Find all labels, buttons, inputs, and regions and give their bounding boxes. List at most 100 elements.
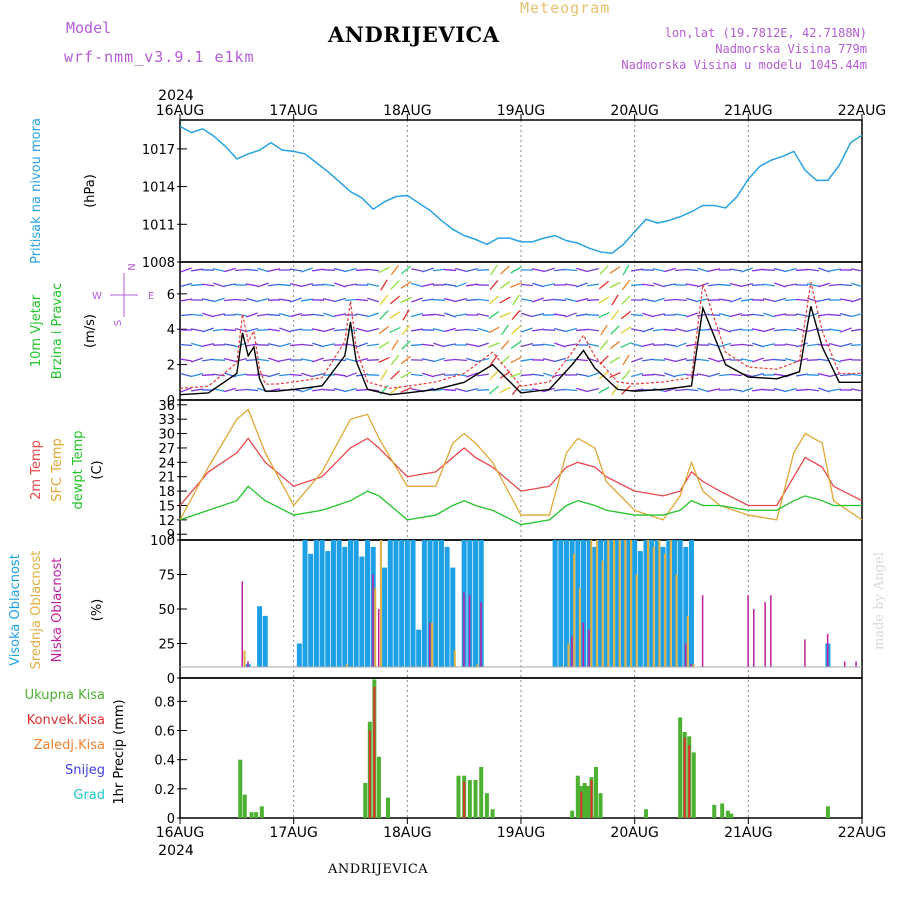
wind-arrow [355, 268, 369, 272]
wind-arrow [729, 388, 743, 392]
cloud-mid-bar [658, 540, 661, 667]
precip-conv-bar [368, 730, 371, 818]
wind-arrow [729, 373, 743, 377]
temp-sfc-label: SFC Temp [50, 438, 65, 502]
wind-arrow [817, 313, 831, 317]
wind-arrow [212, 359, 226, 361]
wind-arrow [520, 373, 534, 377]
wind-arrow [422, 283, 434, 287]
cloud-high-bar [581, 540, 587, 667]
wind-arrow [532, 282, 544, 288]
y-tick-label: 0.4 [154, 754, 175, 769]
wind-arrow [389, 385, 401, 395]
cloud-high-bar [257, 606, 263, 667]
wind-arrow [685, 268, 699, 272]
temp-2m-label: 2m Temp [29, 440, 44, 500]
precip-total-bar [249, 812, 254, 818]
wind-arrow [212, 373, 226, 377]
wind-arrow [279, 327, 291, 333]
wind-arrow [355, 298, 369, 302]
legend-konvek-kisa: Konvek.Kisa [27, 713, 105, 728]
wind-arrow [850, 388, 862, 392]
station-title: ANDRIJEVICA [328, 22, 500, 47]
wind-arrow [433, 342, 445, 348]
wind-arrow [674, 298, 688, 302]
wind-arrow [707, 388, 721, 392]
wind-arrow [675, 342, 687, 348]
wind-arrow [454, 328, 468, 332]
wind-arrow [322, 343, 336, 347]
x-tick-label-bottom: 16AUG [156, 825, 205, 841]
legend-grad: Grad [73, 788, 105, 803]
wind-arrow [554, 327, 566, 333]
cloud-high-bar [325, 551, 331, 667]
wind-arrow [411, 312, 423, 318]
wind-arrow [785, 267, 797, 273]
cloud-high-bar [359, 556, 365, 667]
temp-dew-label: dewpt Temp [71, 430, 86, 509]
precip-total-bar [712, 804, 717, 818]
wind-arrow [719, 312, 731, 318]
wind-arrow [191, 372, 203, 378]
wind-arrow [553, 313, 567, 317]
cloud-mid-bar [647, 540, 650, 667]
wind-arrow [630, 328, 644, 332]
precip-total-bar [376, 756, 381, 818]
y-tick-label: 50 [158, 603, 175, 618]
wind-arrow [741, 387, 753, 393]
wind-arrow [576, 267, 588, 273]
wind-arrow [818, 387, 830, 393]
wind-arrow [553, 298, 567, 302]
wind-arrow [267, 268, 281, 272]
wind-arrow [245, 388, 259, 392]
cloud-low-bar [684, 643, 687, 667]
wind-arrow [806, 343, 820, 347]
wind-arrow [234, 313, 248, 317]
wind-arrow [355, 313, 369, 317]
wind-arrow [378, 266, 390, 274]
wind-arrow [443, 268, 457, 272]
wind-arrow [752, 342, 764, 348]
y-tick-label: 27 [158, 442, 175, 457]
wind-arrow [609, 340, 621, 350]
wind-arrow [609, 371, 621, 379]
temp-dewpoint-line [179, 485, 862, 526]
wind-arrow [411, 282, 423, 288]
wind-arrow [390, 354, 400, 366]
wind-arrow [818, 267, 830, 273]
wind-arrow [190, 328, 204, 332]
cloud-mid-bar [453, 650, 456, 667]
wind-arrow [477, 342, 489, 348]
compass-w-label: W [92, 291, 102, 302]
wind-arrow [256, 358, 270, 362]
wind-arrow [795, 388, 809, 392]
wind-arrow [697, 387, 709, 393]
wind-arrow [223, 298, 237, 302]
wind-arrow [641, 298, 655, 302]
wind-arrow [762, 283, 776, 287]
wind-arrow [366, 283, 380, 287]
wind-arrow [543, 372, 555, 378]
wind-arrow [180, 267, 192, 273]
cloud-mid-label: Srednja Oblacnost [29, 551, 44, 670]
wind-arrow [785, 357, 797, 363]
precip-unit-label: 1hr Precip (mm) [112, 699, 127, 804]
cloud-low-bar [377, 609, 380, 667]
wind-arrow [421, 358, 435, 362]
wind-arrow [674, 313, 688, 317]
wind-arrow [520, 358, 534, 362]
wind-arrow [465, 283, 479, 287]
wind-arrow [565, 297, 577, 303]
wind-arrow [511, 325, 521, 335]
cloud-high-bar [393, 540, 399, 667]
wind-arrow [565, 312, 577, 318]
wind-arrow [500, 340, 510, 350]
cloud-high-bar [558, 540, 564, 667]
wind-arrow [806, 268, 820, 272]
wind-arrow [488, 342, 500, 348]
wind-arrow [410, 343, 424, 347]
wind-arrow [455, 297, 467, 303]
wind-arrow [311, 268, 325, 272]
wind-arrow [465, 343, 479, 347]
wind-arrow [432, 299, 446, 301]
